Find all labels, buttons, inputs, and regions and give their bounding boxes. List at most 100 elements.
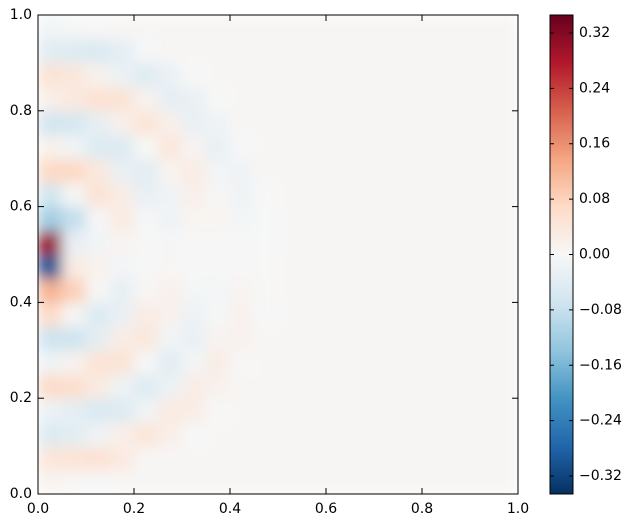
- heatmap-cell: [421, 230, 447, 255]
- heatmap-cell: [445, 325, 471, 351]
- heatmap-cell: [157, 349, 183, 375]
- heatmap-cell: [109, 134, 135, 160]
- heatmap-cell: [109, 86, 135, 112]
- heatmap-cell: [157, 421, 183, 447]
- heatmap-cell: [229, 349, 255, 375]
- heatmap-cell: [61, 325, 87, 351]
- heatmap-cell: [325, 158, 351, 184]
- heatmap-cell: [397, 301, 423, 327]
- heatmap-cell: [349, 349, 375, 375]
- heatmap-cell: [181, 373, 207, 399]
- heatmap-cell: [349, 182, 375, 208]
- heatmap-cell: [38, 254, 63, 279]
- heatmap-cell: [61, 15, 87, 40]
- y-tick-label: 1.0: [10, 7, 32, 23]
- heatmap-cell: [301, 469, 327, 494]
- heatmap-cell: [469, 373, 495, 399]
- heatmap-cell: [109, 445, 135, 471]
- heatmap-cell: [325, 254, 351, 279]
- heatmap-cell: [133, 421, 159, 447]
- heatmap-cell: [205, 445, 231, 471]
- heatmap-cell: [38, 469, 63, 494]
- heatmap-cell: [109, 158, 135, 184]
- heatmap-cell: [133, 110, 159, 136]
- heatmap-cell: [61, 445, 87, 471]
- heatmap-cell: [157, 38, 183, 64]
- heatmap-cell: [133, 373, 159, 399]
- heatmap-cell: [445, 445, 471, 471]
- heatmap-cell: [157, 15, 183, 40]
- x-tick-label: 0.4: [219, 501, 241, 517]
- heatmap-cell: [277, 325, 303, 351]
- heatmap-cell: [109, 397, 135, 423]
- heatmap-cell: [421, 277, 447, 303]
- heatmap-cell: [277, 373, 303, 399]
- heatmap-cell: [133, 397, 159, 423]
- heatmap-cell: [133, 158, 159, 184]
- heatmap-cell: [109, 182, 135, 208]
- colorbar: [550, 15, 573, 494]
- heatmap-cell: [469, 86, 495, 112]
- heatmap-cell: [277, 110, 303, 136]
- heatmap-cell: [373, 301, 399, 327]
- heatmap-cell: [373, 349, 399, 375]
- heatmap-cell: [133, 206, 159, 232]
- heatmap-cell: [61, 158, 87, 184]
- heatmap-cell: [445, 206, 471, 232]
- heatmap-cell: [205, 301, 231, 327]
- heatmap-cell: [85, 373, 111, 399]
- heatmap-cell: [61, 206, 87, 232]
- heatmap-cell: [277, 445, 303, 471]
- heatmap-cell: [373, 15, 399, 40]
- heatmap-cell: [469, 397, 495, 423]
- heatmap-cell: [421, 15, 447, 40]
- heatmap-cell: [493, 445, 518, 471]
- heatmap-cell: [38, 38, 63, 64]
- heatmap-cell: [421, 469, 447, 494]
- heatmap-cell: [61, 254, 87, 279]
- heatmap-cell: [469, 325, 495, 351]
- axes: 0.0 0.2 0.4 0.6 0.8 1.0 0.0 0.2 0.4 0.6 0.8 1.0 −0.3…: [10, 7, 622, 517]
- heatmap-cell: [133, 182, 159, 208]
- heatmap-cell: [301, 230, 327, 255]
- heatmap-cell: [157, 230, 183, 255]
- heatmap-cell: [229, 134, 255, 160]
- heatmap-cell: [469, 38, 495, 64]
- heatmap-cell: [205, 277, 231, 303]
- heatmap-cell: [397, 134, 423, 160]
- heatmap-cell: [181, 134, 207, 160]
- heatmap-cell: [493, 230, 518, 255]
- heatmap-cell: [253, 110, 279, 136]
- heatmap-cell: [205, 134, 231, 160]
- heatmap-cell: [445, 277, 471, 303]
- heatmap-cell: [397, 445, 423, 471]
- heatmap-cell: [61, 421, 87, 447]
- heatmap-cell: [85, 254, 111, 279]
- heatmap-cell: [397, 349, 423, 375]
- heatmap-cell: [181, 469, 207, 494]
- heatmap-cell: [85, 349, 111, 375]
- heatmap-cell: [85, 15, 111, 40]
- heatmap-cell: [109, 469, 135, 494]
- heatmap-cell: [469, 182, 495, 208]
- heatmap-cell: [469, 62, 495, 88]
- heatmap-cell: [373, 277, 399, 303]
- heatmap-cell: [205, 254, 231, 279]
- heatmap-cell: [373, 206, 399, 232]
- y-tick-label: 0.0: [10, 486, 32, 502]
- heatmap-cell: [493, 206, 518, 232]
- heatmap-cell: [277, 397, 303, 423]
- heatmap-cell: [229, 397, 255, 423]
- heatmap-cell: [421, 254, 447, 279]
- heatmap-cell: [205, 38, 231, 64]
- heatmap-cell: [157, 301, 183, 327]
- heatmap-cell: [349, 230, 375, 255]
- heatmap-cell: [181, 86, 207, 112]
- heatmap-cell: [325, 110, 351, 136]
- heatmap-cell: [109, 349, 135, 375]
- heatmap-cell: [445, 397, 471, 423]
- heatmap-cell: [157, 254, 183, 279]
- y-tick-label: 0.6: [10, 199, 32, 215]
- heatmap-cell: [421, 182, 447, 208]
- heatmap-cell: [397, 182, 423, 208]
